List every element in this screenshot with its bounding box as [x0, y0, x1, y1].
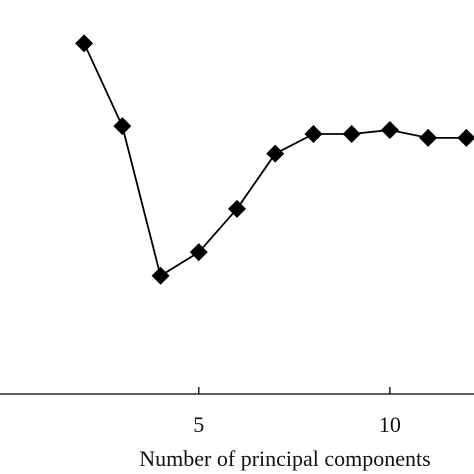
x-tick-label-5: 5: [193, 412, 204, 437]
data-point-marker: [113, 117, 132, 136]
x-axis: 5 10: [0, 387, 474, 437]
plot-area: [75, 34, 474, 285]
data-point-marker: [419, 128, 438, 147]
x-axis-title: Number of principal components: [139, 446, 430, 471]
data-point-marker: [189, 243, 208, 262]
data-point-marker: [304, 124, 323, 143]
data-point-marker: [380, 121, 399, 140]
x-tick-label-10: 10: [379, 412, 401, 437]
data-point-marker: [151, 266, 170, 285]
data-point-marker: [228, 199, 246, 218]
data-point-marker: [75, 34, 94, 53]
data-point-marker: [266, 144, 285, 163]
data-point-marker: [457, 128, 474, 147]
data-point-marker: [342, 124, 361, 143]
